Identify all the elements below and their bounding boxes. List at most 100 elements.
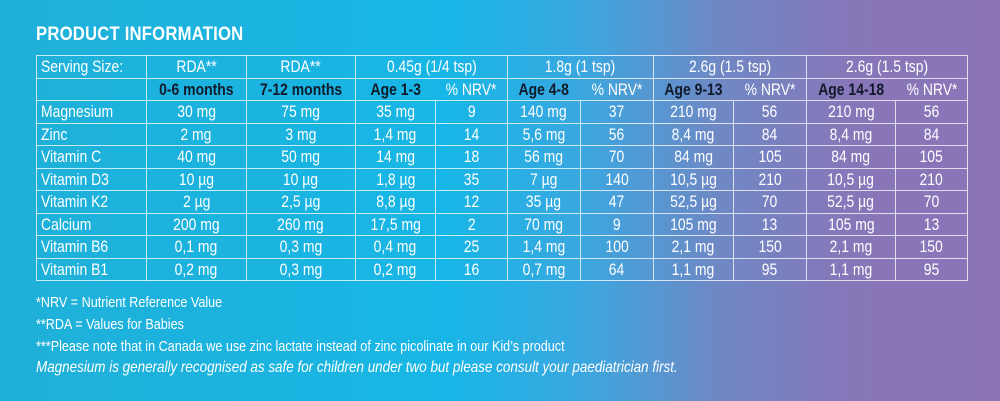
value-cell-text: 105 mg (827, 214, 875, 234)
value-cell-text: 100 (605, 237, 629, 257)
value-cell: 56 (579, 122, 654, 146)
value-cell: 2,1 mg (805, 235, 897, 259)
value-cell-text: 70 (761, 192, 778, 212)
value-cell-text: 14 (463, 124, 480, 144)
value-cell-text: 95 (761, 259, 778, 279)
serving-size-cell-text: 1.8g (1 tsp) (545, 57, 616, 77)
serving-size-cell-text: RDA** (176, 57, 217, 77)
value-cell: 0,4 mg (354, 235, 436, 259)
table-row: Vitamin D3 10 µg 10 µg 1,8 µg 35 7 µg 140 10,5 … (36, 167, 969, 191)
value-cell-text: 70 mg (524, 214, 564, 234)
age-group-header: Age 14-18 (805, 77, 896, 101)
age-group-header: Age 9-13 (652, 77, 734, 101)
value-cell-text: 0,2 mg (175, 259, 218, 279)
value-cell-text: 30 mg (176, 102, 216, 122)
value-cell: 84 (895, 122, 969, 146)
value-cell: 10 µg (245, 167, 356, 191)
value-cell: 37 (579, 100, 654, 124)
empty-header-cell (36, 77, 147, 101)
value-cell: 210 (732, 167, 807, 191)
value-cell-text: 210 (758, 169, 782, 189)
value-cell-text: 1,4 mg (374, 124, 417, 144)
value-cell-text: 10 µg (178, 169, 214, 189)
value-cell-text: 9 (467, 102, 476, 122)
table-row: Zinc 2 mg 3 mg 1,4 mg 14 5,6 mg 56 8,4 mg 84 8,4 … (36, 122, 969, 146)
value-cell: 95 (895, 257, 969, 281)
value-cell-text: 200 mg (173, 214, 220, 234)
value-cell-text: 105 (919, 147, 944, 167)
value-cell: 2 mg (146, 122, 247, 146)
value-cell-text: 2 mg (180, 124, 212, 144)
value-cell: 105 (732, 145, 807, 169)
age-group-header: 0-6 months (146, 77, 247, 101)
value-cell-text: 56 (609, 124, 625, 144)
value-cell-text: 0,3 mg (279, 259, 323, 279)
value-cell-text: 150 (919, 237, 944, 257)
value-cell-text: 10,5 µg (669, 169, 717, 189)
nrv-header: % NRV* (580, 77, 654, 101)
value-cell: 13 (732, 212, 807, 236)
value-cell-text: 10 µg (283, 169, 319, 189)
value-cell: 100 (579, 235, 654, 259)
serving-size-cell: 2.6g (1.5 tsp) (805, 55, 969, 79)
value-cell-text: 84 (923, 124, 940, 144)
value-cell-text: 8,4 mg (671, 124, 715, 144)
nutrient-name-text: Magnesium (41, 102, 114, 122)
value-cell: 2,1 mg (652, 235, 734, 259)
footnote-canada: ***Please note that in Canada we use zin… (36, 338, 565, 355)
value-cell-text: 52,5 µg (827, 192, 875, 212)
value-cell: 17,5 mg (354, 212, 436, 236)
value-cell: 200 mg (146, 212, 247, 236)
value-cell-text: 1,1 mg (829, 259, 873, 279)
nutrition-table: Serving Size: RDA** RDA** 0.45g (1/4 tsp) 1.… (36, 55, 969, 281)
nutrient-name: Vitamin D3 (36, 167, 147, 191)
value-cell-text: 35 µg (526, 192, 562, 212)
serving-size-cell: 1.8g (1 tsp) (506, 55, 654, 79)
nutrient-name: Vitamin K2 (36, 190, 147, 214)
value-cell-text: 14 mg (375, 147, 415, 167)
value-cell-text: 17,5 mg (370, 214, 421, 234)
value-cell: 9 (434, 100, 508, 124)
nutrient-name: Vitamin B6 (36, 235, 147, 259)
nrv-header-text: % NRV* (906, 79, 957, 99)
value-cell: 12 (434, 190, 508, 214)
value-cell-text: 37 (609, 102, 625, 122)
value-cell-text: 3 mg (285, 124, 317, 144)
value-cell: 150 (895, 235, 969, 259)
value-cell-text: 18 (463, 147, 480, 167)
serving-size-cell: RDA** (146, 55, 247, 79)
table-row: Vitamin B6 0,1 mg 0,3 mg 0,4 mg 25 1,4 mg 100 2… (36, 235, 969, 259)
value-cell: 40 mg (146, 145, 247, 169)
value-cell-text: 1,4 mg (522, 237, 566, 257)
age-group-header: Age 4-8 (506, 77, 581, 101)
nrv-header: % NRV* (435, 77, 508, 101)
age-group-header: Age 1-3 (354, 77, 436, 101)
nutrient-name: Magnesium (36, 100, 147, 124)
age-group-header-text: Age 9-13 (664, 79, 723, 99)
value-cell: 56 (895, 100, 969, 124)
value-cell: 8,8 µg (354, 190, 436, 214)
nrv-header-text: % NRV* (744, 79, 796, 99)
value-cell: 260 mg (245, 212, 356, 236)
value-cell: 50 mg (245, 145, 356, 169)
nutrient-name-text: Calcium (41, 214, 92, 234)
value-cell: 1,4 mg (506, 235, 581, 259)
value-cell-text: 140 mg (520, 102, 568, 122)
nutrient-name-text: Vitamin B6 (41, 237, 109, 257)
value-cell-text: 12 (463, 192, 480, 212)
value-cell: 210 (895, 167, 969, 191)
table-row: Calcium 200 mg 260 mg 17,5 mg 2 70 mg 9 105 mg 1… (36, 212, 969, 236)
nrv-header-text: % NRV* (445, 79, 497, 99)
value-cell: 10,5 µg (652, 167, 734, 191)
value-cell: 25 (434, 235, 508, 259)
age-group-row: 0-6 months 7-12 months Age 1-3 % NRV* Age 4-… (36, 77, 969, 101)
value-cell: 210 mg (652, 100, 734, 124)
value-cell-text: 0,2 mg (374, 259, 417, 279)
value-cell: 35 mg (354, 100, 436, 124)
value-cell: 10 µg (146, 167, 247, 191)
value-cell: 0,3 mg (245, 257, 356, 281)
serving-size-row: Serving Size: RDA** RDA** 0.45g (1/4 tsp) 1.… (36, 55, 969, 79)
value-cell-text: 2,1 mg (671, 237, 715, 257)
value-cell: 210 mg (805, 100, 897, 124)
nutrient-name-text: Vitamin B1 (41, 259, 109, 279)
